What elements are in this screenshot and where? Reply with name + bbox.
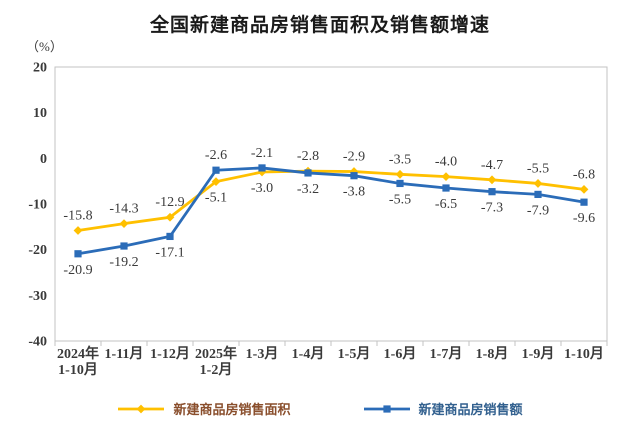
- chart-title: 全国新建商品房销售面积及销售额增速: [149, 15, 490, 36]
- data-point-marker-sales-amount: [396, 179, 404, 188]
- y-tick-label: -10: [28, 198, 47, 213]
- x-tick-label: 1-2月: [200, 362, 233, 378]
- legend-label-sales-area: 新建商品房销售面积: [173, 402, 291, 417]
- legend-marker-sales-amount: [382, 404, 391, 413]
- data-point-marker-sales-area: [579, 184, 589, 194]
- data-label-sales-amount: -2.1: [251, 146, 273, 161]
- legend-swatch-sales-amount-icon: [363, 404, 410, 413]
- series-line-sales-amount: [77, 166, 585, 256]
- data-point-marker-sales-area: [487, 175, 497, 185]
- data-label-sales-area: -5.1: [205, 191, 227, 206]
- x-tick-label: 1-9月: [522, 346, 555, 362]
- data-label-sales-amount: -3.8: [343, 185, 365, 200]
- x-tick-label: 1-11月: [105, 346, 144, 362]
- data-point-marker-sales-area: [395, 169, 405, 179]
- legend-swatch-sales-area-icon: [118, 404, 165, 413]
- data-label-sales-amount: -20.9: [63, 263, 92, 278]
- legend-label-sales-amount: 新建商品房销售额: [418, 402, 523, 417]
- chart-legend: 新建商品房销售面积 新建商品房销售额: [0, 399, 640, 418]
- data-point-marker-sales-amount: [304, 169, 312, 177]
- data-point-marker-sales-area: [165, 212, 175, 222]
- data-point-marker-sales-amount: [258, 164, 266, 172]
- y-tick-label: -30: [28, 289, 47, 304]
- data-point-marker-sales-amount: [488, 188, 496, 196]
- x-tick-label: 1-5月: [338, 346, 371, 362]
- data-label-sales-amount: -5.5: [389, 192, 411, 207]
- series-line-sales-area: [77, 169, 585, 232]
- x-tick-label: 1-3月: [246, 346, 279, 362]
- data-label-sales-area: -3.0: [251, 181, 273, 196]
- data-point-marker-sales-amount: [166, 232, 174, 241]
- data-point-marker-sales-amount: [120, 242, 128, 250]
- data-label-sales-amount: -17.1: [155, 245, 184, 260]
- x-tick-label: 1-4月: [292, 346, 325, 362]
- data-point-marker-sales-area: [533, 179, 543, 188]
- data-label-sales-area: -2.9: [343, 150, 365, 165]
- data-label-sales-area: -2.8: [297, 149, 319, 164]
- data-label-sales-area: -4.7: [481, 158, 503, 173]
- x-tick-label: 1-12月: [150, 346, 190, 362]
- y-tick-label: -40: [28, 335, 47, 350]
- data-label-sales-area: -3.5: [389, 152, 411, 167]
- data-label-sales-area: -4.0: [435, 155, 457, 170]
- data-label-sales-amount: -19.2: [109, 255, 138, 270]
- data-point-marker-sales-area: [257, 167, 267, 177]
- y-tick-label: 0: [40, 152, 47, 167]
- data-label-sales-amount: -7.3: [481, 201, 503, 216]
- data-point-marker-sales-amount: [442, 184, 450, 192]
- y-tick-label: -20: [28, 243, 47, 258]
- data-label-sales-amount: -2.6: [205, 148, 227, 163]
- data-point-marker-sales-amount: [74, 250, 82, 258]
- data-point-marker-sales-amount: [580, 198, 588, 206]
- data-point-marker-sales-area: [119, 219, 129, 229]
- data-label-sales-area: -14.3: [109, 202, 138, 217]
- x-tick-label: 1-6月: [384, 346, 417, 362]
- legend-item-sales-area: 新建商品房销售面积: [117, 399, 291, 418]
- data-label-sales-area: -5.5: [527, 161, 549, 176]
- data-point-marker-sales-area: [441, 172, 451, 181]
- y-tick-label: 20: [33, 61, 47, 76]
- data-label-sales-area: -15.8: [63, 208, 92, 223]
- data-label-sales-area: -6.8: [573, 167, 595, 182]
- x-tick-label: 2025年: [195, 345, 237, 362]
- x-tick-label: 1-10月: [58, 362, 98, 378]
- data-label-sales-amount: -6.5: [435, 197, 457, 212]
- data-point-marker-sales-area: [349, 167, 359, 176]
- data-point-marker-sales-amount: [350, 172, 358, 180]
- legend-marker-sales-area: [137, 404, 146, 413]
- data-label-sales-area: -12.9: [155, 195, 184, 210]
- data-point-marker-sales-amount: [534, 190, 542, 199]
- data-point-marker-sales-area: [73, 226, 83, 235]
- data-label-sales-amount: -9.6: [573, 211, 595, 226]
- data-label-sales-amount: -3.2: [297, 182, 319, 197]
- x-tick-label: 1-8月: [476, 346, 509, 362]
- x-tick-label: 1-7月: [430, 346, 463, 362]
- x-tick-label: 1-10月: [564, 346, 604, 362]
- data-label-sales-amount: -7.9: [527, 203, 549, 218]
- data-point-marker-sales-amount: [212, 166, 220, 174]
- data-point-marker-sales-area: [211, 177, 221, 187]
- y-tick-label: 10: [33, 106, 47, 121]
- x-tick-label: 2024年: [57, 345, 99, 362]
- y-axis-unit-label: （%）: [26, 39, 63, 54]
- legend-item-sales-amount: 新建商品房销售额: [363, 399, 523, 418]
